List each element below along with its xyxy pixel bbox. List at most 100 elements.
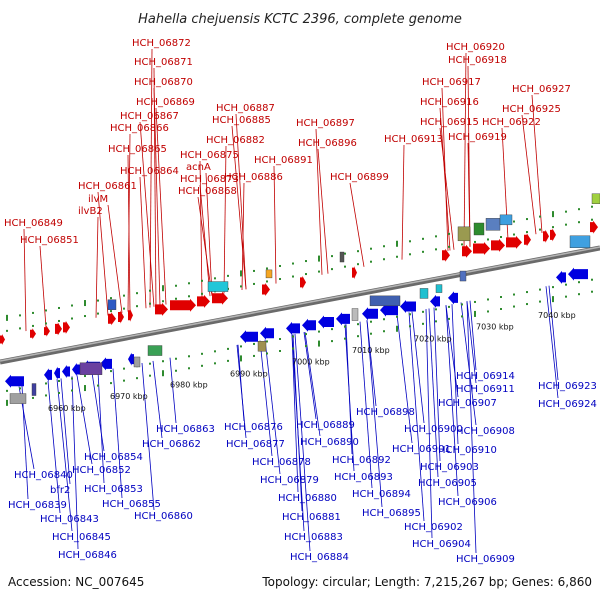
track-tick [552,286,554,289]
track-tick [175,284,177,287]
track-tick [266,352,268,355]
track-tick [175,297,177,300]
track-tick [6,399,8,406]
track-tick-marks [6,205,593,406]
track-tick [240,285,242,288]
reverse-gene-label: HCH_06905 [418,478,477,489]
forward-gene-label: HCH_06869 [136,97,195,108]
track-tick [474,300,476,303]
feature-box [419,288,429,299]
label-leader [411,311,425,424]
reverse-gene-label: HCH_06909 [456,554,515,565]
forward-gene-label: HCH_06872 [132,38,191,49]
label-leader [344,324,355,472]
forward-gene-arrow [462,244,472,258]
scale-label: 6960 kbp [48,404,86,413]
reverse-gene-label: HCH_06839 [8,500,67,511]
track-tick [370,247,372,250]
label-leader [152,360,163,439]
label-leader [127,154,131,312]
label-leader [291,334,299,493]
label-leader [107,204,123,313]
feature-box [499,214,513,226]
reverse-gene-arrow [430,294,440,308]
scale-label: 7040 kbp [538,311,576,320]
track-tick [396,315,398,318]
track-tick [526,291,528,294]
track-tick [318,270,320,273]
track-tick [383,318,385,321]
feature-box [107,299,117,310]
genome-backbone [0,245,600,365]
track-tick [123,379,125,382]
label-leader [56,379,73,532]
feature-box [257,341,267,352]
map-title: Hahella chejuensis KCTC 2396, complete g… [138,12,462,27]
track-tick [448,245,450,248]
forward-gene-label: HCH_06864 [120,166,179,177]
track-tick [578,221,580,224]
track-tick [539,215,541,218]
track-tick [487,310,489,313]
reverse-gene-label: HCH_06878 [252,457,311,468]
forward-gene-label: HCH_06851 [20,235,79,246]
track-tick [526,218,528,221]
label-leader [205,172,213,296]
track-tick [253,269,255,272]
track-tick [591,290,593,293]
label-leader [315,128,323,275]
track-tick [253,342,255,345]
reverse-gene-arrow [336,312,350,326]
label-leader [396,314,413,444]
track-tick [175,357,177,360]
reverse-gene-label: HCH_06855 [102,499,161,510]
track-tick [500,296,502,298]
feature-box [369,295,401,307]
label-leader [304,331,321,437]
reverse-gene-label: HCH_06881 [282,512,341,523]
track-tick [318,330,320,333]
feature-box [9,393,27,404]
track-tick [253,282,255,285]
reverse-gene-label: HCH_06890 [300,437,359,448]
track-tick [6,329,8,332]
forward-gene-label: HCH_06868 [178,186,237,197]
track-tick [357,250,359,253]
forward-gene-arrow [506,235,522,249]
track-tick [383,245,385,248]
reverse-gene-arrow [240,330,258,344]
track-tick [19,327,21,330]
track-tick [422,237,424,240]
track-tick [227,359,229,362]
forward-gene-arrow [590,220,598,234]
label-leader [141,362,155,511]
label-leader [291,334,305,532]
forward-gene-arrow [108,312,116,326]
forward-gene-arrow [118,310,124,324]
track-tick [513,293,515,296]
reverse-gene-label: HCH_06877 [226,439,285,450]
forward-gene-label: HCH_06919 [448,132,507,143]
forward-gene-arrow [55,322,62,336]
forward-gene-label: HCH_06882 [206,135,265,146]
label-leader [39,245,47,328]
label-leader [408,312,425,522]
track-tick [565,283,567,286]
label-leader [259,340,273,457]
reverse-gene-label: HCH_06892 [332,455,391,466]
feature-box [591,193,600,204]
track-tick [448,317,450,320]
forward-gene-label: HCH_06886 [224,172,283,183]
label-leader [366,320,383,508]
genome-summary-text: Topology: circular; Length: 7,215,267 bp… [261,575,592,589]
track-tick [279,277,281,280]
accession-text: Accession: NC_007645 [8,575,144,589]
reverse-gene-label: HCH_06914 [456,371,515,382]
forward-gene-label: HCH_06865 [108,144,167,155]
gene-features [0,193,600,404]
label-leader [466,301,477,384]
forward-gene-arrow [44,325,50,337]
label-leader [439,127,455,250]
track-tick [71,389,73,392]
